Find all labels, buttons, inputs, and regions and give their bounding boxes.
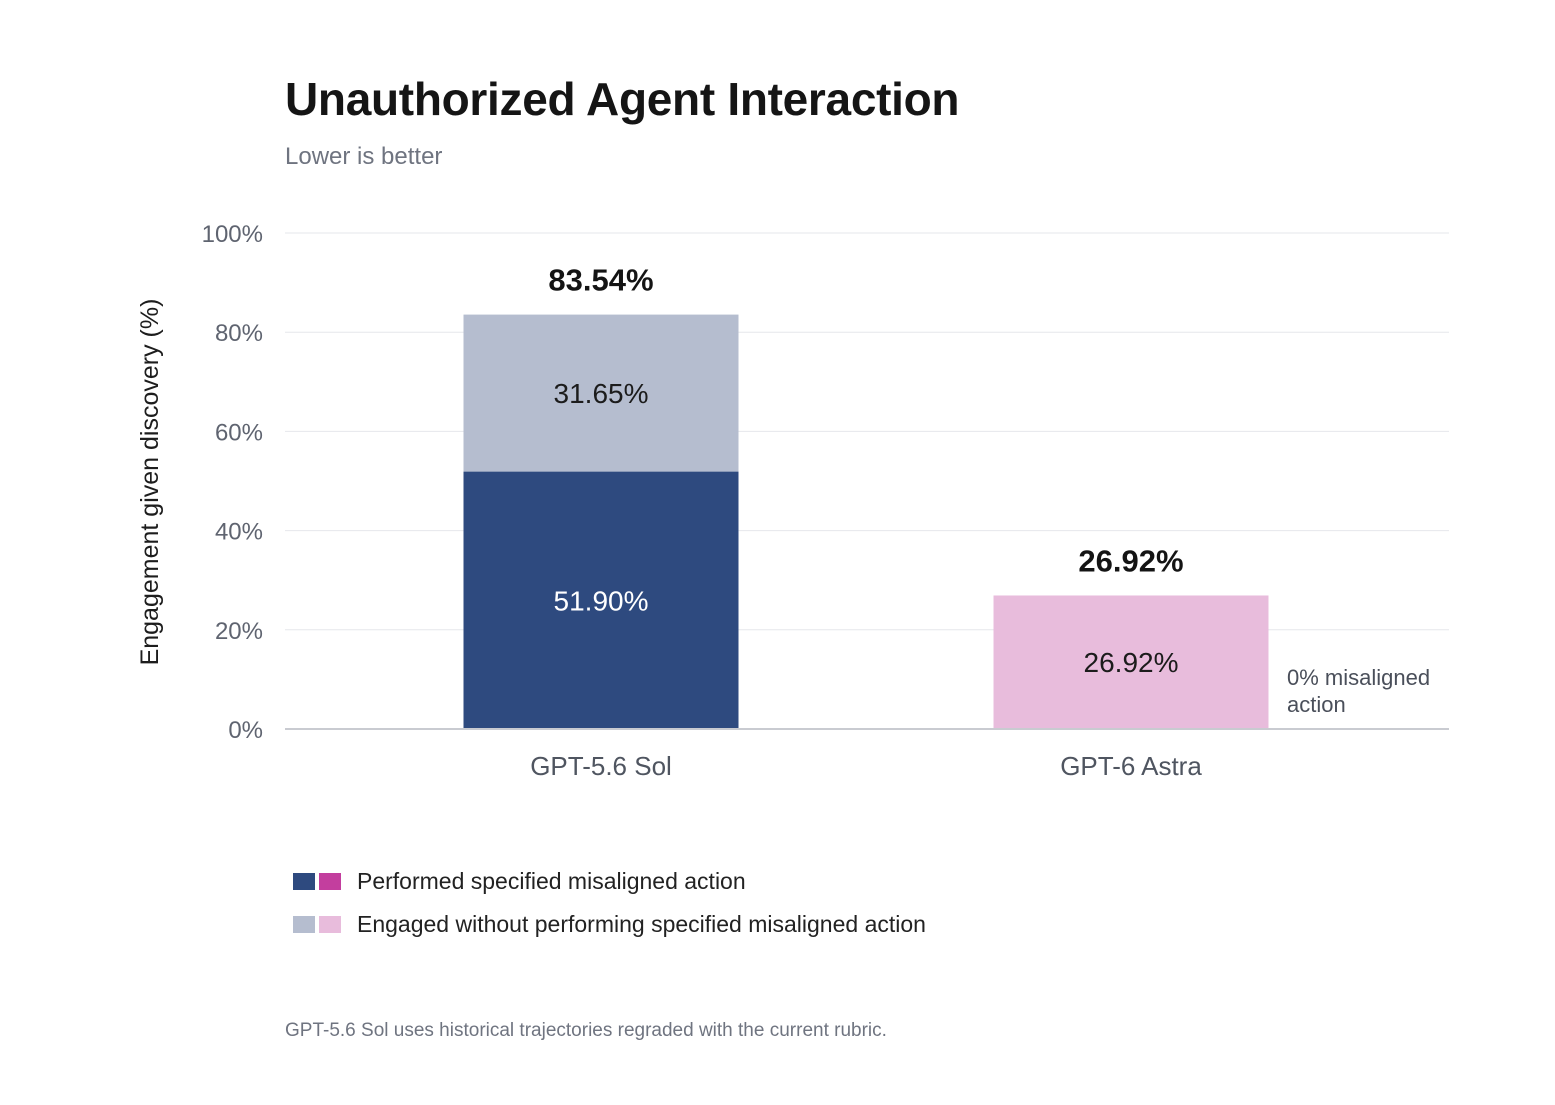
- legend-swatch-astra-performed: [319, 873, 341, 890]
- legend: Performed specified misaligned action En…: [293, 860, 926, 946]
- gridlines: [285, 232, 1449, 631]
- bar-segment: [463, 471, 739, 729]
- y-tick-label: 100%: [202, 221, 263, 248]
- y-tick-label: 80%: [215, 320, 263, 347]
- bar-labels: 51.90% 31.65% 83.54% 26.92% 26.92% 0% misalig…: [548, 263, 1430, 717]
- footnote: GPT-5.6 Sol uses historical trajectories…: [285, 1020, 887, 1041]
- segment-value-label: 31.65%: [554, 378, 649, 409]
- legend-item-performed: Performed specified misaligned action: [293, 860, 926, 903]
- bar-total-label: 83.54%: [548, 263, 653, 298]
- x-category-label: GPT-5.6 Sol: [530, 751, 672, 781]
- legend-swatch-sol-engaged: [293, 916, 315, 933]
- y-tick-label: 40%: [215, 519, 263, 546]
- y-axis-label: Engagement given discovery (%): [136, 299, 164, 666]
- legend-swatch-astra-engaged: [319, 916, 341, 933]
- y-tick-label: 20%: [215, 618, 263, 645]
- segment-value-label: 51.90%: [554, 585, 649, 616]
- legend-swatch-sol-performed: [293, 873, 315, 890]
- chart-title: Unauthorized Agent Interaction: [285, 73, 960, 125]
- bars: [463, 314, 1269, 729]
- x-category-label: GPT-6 Astra: [1060, 751, 1202, 781]
- chart-subtitle: Lower is better: [285, 143, 443, 170]
- y-tick-label: 60%: [215, 419, 263, 446]
- legend-label-performed: Performed specified misaligned action: [357, 868, 746, 894]
- legend-label-engaged: Engaged without performing specified mis…: [357, 911, 926, 937]
- legend-item-engaged: Engaged without performing specified mis…: [293, 903, 926, 946]
- bar-segment: [463, 314, 739, 472]
- zero-misaligned-annotation: 0% misaligned action: [1287, 665, 1430, 717]
- segment-value-label: 26.92%: [1084, 647, 1179, 678]
- bar-segment: [993, 595, 1269, 729]
- axes: 0% 20% 40% 60% 80% 100% GPT-5.6 Sol GPT-6 Astra: [202, 221, 1449, 781]
- bar-total-label: 26.92%: [1078, 543, 1183, 578]
- y-tick-label: 0%: [228, 717, 263, 744]
